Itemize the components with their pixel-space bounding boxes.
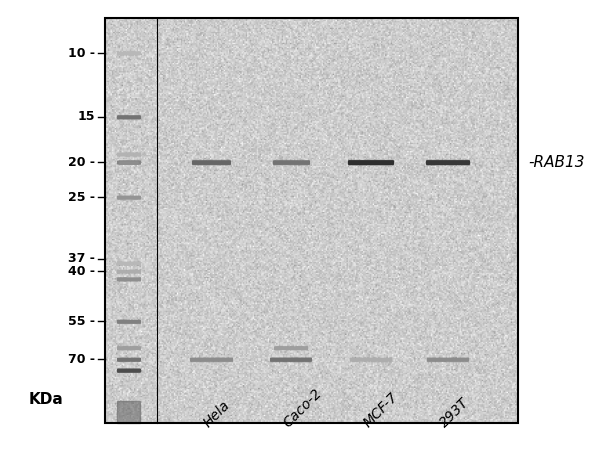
- Text: KDa: KDa: [28, 392, 63, 407]
- Text: 15: 15: [78, 110, 95, 123]
- Text: 55 -: 55 -: [68, 315, 95, 328]
- Text: Hela: Hela: [201, 398, 233, 430]
- Text: 10 -: 10 -: [68, 46, 95, 60]
- Text: Caco-2: Caco-2: [281, 386, 325, 430]
- Text: MCF-7: MCF-7: [361, 390, 401, 430]
- Bar: [105, 18, 518, 423]
- Text: 293T: 293T: [437, 395, 472, 430]
- Text: -RAB13: -RAB13: [529, 155, 585, 170]
- Text: 20 -: 20 -: [68, 155, 95, 169]
- Text: 40 -: 40 -: [68, 264, 95, 278]
- Text: 70 -: 70 -: [68, 353, 95, 366]
- Text: 25 -: 25 -: [68, 191, 95, 204]
- Bar: [117, 401, 140, 423]
- Text: 37 -: 37 -: [68, 253, 95, 265]
